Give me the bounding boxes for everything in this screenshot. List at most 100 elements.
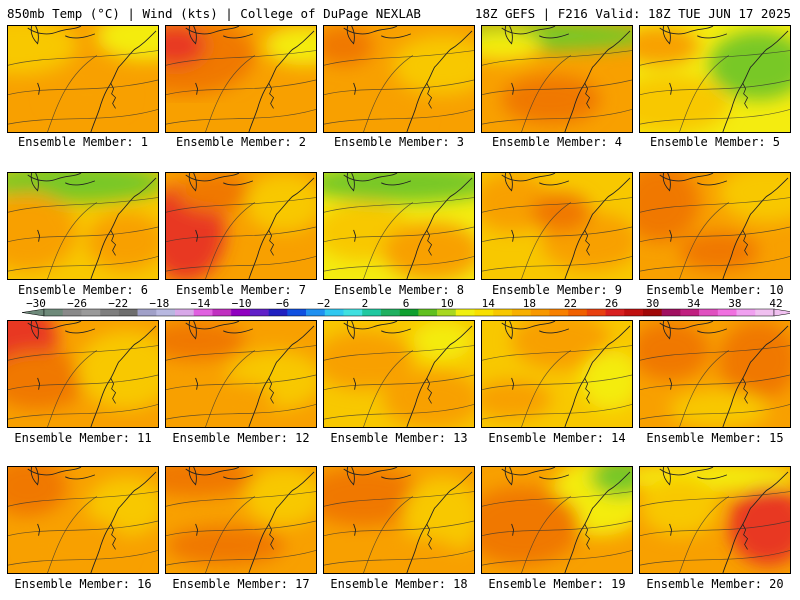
colorbar-tick-label: −10 — [232, 299, 252, 310]
colorbar-bin — [362, 309, 382, 316]
contour-line — [640, 550, 790, 566]
contour-line — [47, 496, 98, 573]
temperature-field-map — [640, 467, 790, 573]
colorbar-bin — [549, 309, 569, 316]
great-lakes — [659, 26, 728, 39]
colorbar-bin — [343, 309, 363, 316]
ensemble-map-panel — [323, 466, 475, 574]
chesapeake-bay — [110, 377, 117, 404]
ensemble-map-panel — [165, 25, 317, 133]
ensemble-map-panel — [7, 172, 159, 280]
contour-line — [363, 55, 414, 132]
colorbar-tick-label: 2 — [362, 299, 369, 310]
temperature-field-map — [640, 26, 790, 132]
ensemble-member-label: Ensemble Member: 11 — [14, 431, 152, 445]
contour-line — [482, 197, 632, 213]
contour-line — [205, 496, 256, 573]
contour-line — [324, 404, 474, 420]
ensemble-member-label: Ensemble Member: 4 — [491, 135, 623, 149]
chesapeake-bay — [268, 229, 275, 256]
contour-line — [166, 226, 316, 243]
contour-line — [640, 491, 790, 507]
great-lakes — [27, 467, 96, 480]
colorbar-bin — [755, 309, 775, 316]
contour-line — [8, 550, 158, 566]
colorbar-bin — [324, 309, 344, 316]
colorbar-tick-label: 38 — [728, 299, 741, 310]
contour-line — [679, 496, 730, 573]
colorbar-tick-label: −2 — [317, 299, 330, 310]
chesapeake-bay — [584, 523, 591, 550]
chesapeake-bay — [110, 82, 117, 109]
chesapeake-bay — [742, 82, 749, 109]
colorbar-tick-label: 26 — [605, 299, 618, 310]
colorbar-bin — [268, 309, 288, 316]
chesapeake-bay — [742, 229, 749, 256]
temperature-field-map — [324, 26, 474, 132]
great-lakes — [659, 321, 728, 334]
coastline — [564, 177, 631, 279]
contour-line — [640, 256, 790, 272]
colorbar-low-arrow — [21, 308, 45, 317]
ensemble-map-panel — [165, 320, 317, 428]
coastline — [406, 325, 473, 427]
ensemble-member-label: Ensemble Member: 13 — [330, 431, 468, 445]
colorbar-bin — [193, 309, 213, 316]
temperature-field-map — [640, 321, 790, 427]
contour-line — [640, 226, 790, 243]
colorbar-tick-label: −14 — [191, 299, 211, 310]
temperature-field-map — [324, 173, 474, 279]
contour-line — [679, 202, 730, 279]
contour-line — [166, 79, 316, 96]
contour-line — [482, 256, 632, 272]
great-lakes — [501, 26, 570, 39]
colorbar-bin — [642, 309, 662, 316]
coastline — [564, 325, 631, 427]
ensemble-map-panel — [639, 172, 791, 280]
contour-line — [482, 550, 632, 566]
temperature-field-map — [8, 26, 158, 132]
ensemble-map-panel — [165, 172, 317, 280]
contour-line — [482, 50, 632, 66]
ensemble-map-panel — [481, 466, 633, 574]
great-lakes — [185, 321, 254, 334]
coastline — [90, 471, 157, 573]
contour-line — [324, 50, 474, 66]
great-lakes — [501, 321, 570, 334]
temperature-field-map — [8, 467, 158, 573]
contour-line — [640, 520, 790, 537]
colorbar-bin — [287, 309, 307, 316]
contour-line — [205, 202, 256, 279]
ensemble-map-panel — [7, 466, 159, 574]
chesapeake-bay — [110, 523, 117, 550]
ensemble-member-label: Ensemble Member: 1 — [17, 135, 149, 149]
colorbar-tick-label: −30 — [26, 299, 46, 310]
temperature-field-map — [166, 467, 316, 573]
colorbar-bin — [586, 309, 606, 316]
ensemble-member-label: Ensemble Member: 14 — [488, 431, 626, 445]
coastline — [564, 30, 631, 132]
chesapeake-bay — [426, 229, 433, 256]
temperature-field-map — [482, 321, 632, 427]
contour-line — [640, 50, 790, 66]
coastline — [722, 325, 789, 427]
colorbar-tick-label: 42 — [769, 299, 782, 310]
colorbar-bin — [175, 309, 195, 316]
temperature-field-map — [482, 26, 632, 132]
ensemble-member-label: Ensemble Member: 2 — [175, 135, 307, 149]
ensemble-member-label: Ensemble Member: 19 — [488, 577, 626, 591]
contour-line — [640, 345, 790, 361]
ensemble-map-panel — [639, 320, 791, 428]
coastline — [90, 325, 157, 427]
contour-line — [521, 496, 572, 573]
coastline — [248, 177, 315, 279]
contour-line — [482, 491, 632, 507]
colorbar-bin — [249, 309, 269, 316]
colorbar-bin — [455, 309, 475, 316]
great-lakes — [27, 26, 96, 39]
colorbar-bin — [661, 309, 681, 316]
contour-line — [8, 197, 158, 213]
chesapeake-bay — [426, 523, 433, 550]
coastline — [248, 471, 315, 573]
contour-line — [166, 256, 316, 272]
